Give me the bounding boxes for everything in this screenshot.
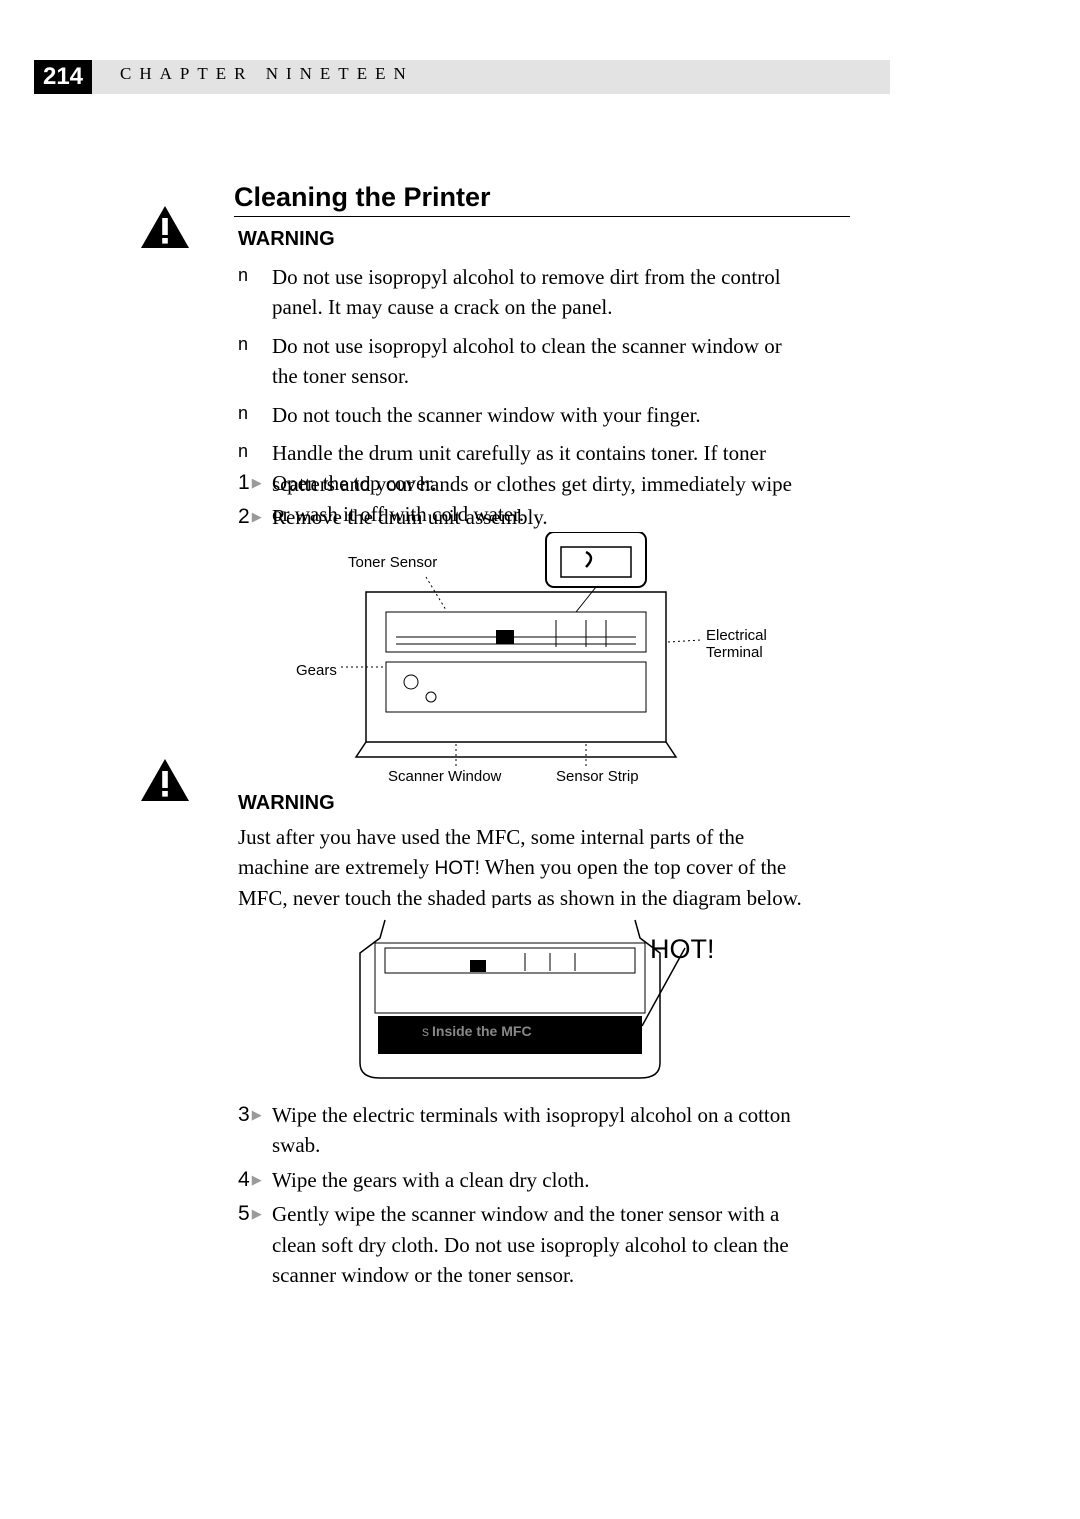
title-rule <box>234 216 850 217</box>
page-number-box: 214 <box>34 60 92 94</box>
step-arrow-icon: ▶ <box>252 1171 262 1190</box>
step-list-a: 1▶ Open the top cover. 2▶ Remove the dru… <box>238 468 806 537</box>
bullet-marker: n <box>238 262 272 323</box>
diagram-label-inside: Inside the MFC <box>432 1023 532 1039</box>
step-text: Wipe the electric terminals with isoprop… <box>272 1100 806 1161</box>
diagram-label-electrical-terminal: Electrical Terminal <box>706 627 786 662</box>
step-text: Remove the drum unit assembly. <box>272 502 806 532</box>
step-item: 3▶ Wipe the electric terminals with isop… <box>238 1100 806 1161</box>
step-arrow-icon: ▶ <box>252 508 262 527</box>
bullet-marker: n <box>238 331 272 392</box>
step-item: 5▶ Gently wipe the scanner window and th… <box>238 1199 806 1290</box>
diagram-label-scanner-window: Scanner Window <box>388 768 501 785</box>
hot-inline: HOT! <box>434 858 479 879</box>
diagram-label-sensor-strip: Sensor Strip <box>556 768 639 785</box>
warning-icon <box>140 758 190 802</box>
step-arrow-icon: ▶ <box>252 1205 262 1224</box>
diagram-label-gears: Gears <box>296 662 337 679</box>
step-number: 4▶ <box>238 1165 272 1195</box>
bullet-item: n Do not touch the scanner window with y… <box>238 400 806 430</box>
printer-diagram-2 <box>330 908 690 1088</box>
chapter-label: CHAPTER NINETEEN <box>120 64 414 84</box>
bullet-text: Do not use isopropyl alcohol to remove d… <box>272 262 806 323</box>
diagram-label-hot: HOT! <box>650 934 715 965</box>
bullet-text: Do not touch the scanner window with you… <box>272 400 806 430</box>
bullet-marker: n <box>238 400 272 430</box>
step-arrow-icon: ▶ <box>252 474 262 493</box>
step-number: 3▶ <box>238 1100 272 1130</box>
bullet-text: Do not use isopropyl alcohol to clean th… <box>272 331 806 392</box>
step-number: 1▶ <box>238 468 272 498</box>
warning-icon <box>140 205 190 249</box>
step-text: Gently wipe the scanner window and the t… <box>272 1199 806 1290</box>
warning-heading-1: WARNING <box>238 228 335 251</box>
diagram-label-toner-sensor: Toner Sensor <box>348 554 437 571</box>
page-number: 214 <box>43 63 83 91</box>
warning-heading-2: WARNING <box>238 792 335 815</box>
step-item: 1▶ Open the top cover. <box>238 468 806 498</box>
step-item: 4▶ Wipe the gears with a clean dry cloth… <box>238 1165 806 1195</box>
step-number: 2▶ <box>238 502 272 532</box>
step-text: Wipe the gears with a clean dry cloth. <box>272 1165 806 1195</box>
step-arrow-icon: ▶ <box>252 1106 262 1125</box>
step-list-b: 3▶ Wipe the electric terminals with isop… <box>238 1100 806 1295</box>
bullet-item: n Do not use isopropyl alcohol to remove… <box>238 262 806 323</box>
step-text: Open the top cover. <box>272 468 806 498</box>
inside-label-prefix: s <box>422 1023 429 1039</box>
bullet-item: n Do not use isopropyl alcohol to clean … <box>238 331 806 392</box>
section-title: Cleaning the Printer <box>234 182 491 213</box>
warning-paragraph: Just after you have used the MFC, some i… <box>238 822 806 913</box>
step-number: 5▶ <box>238 1199 272 1229</box>
step-item: 2▶ Remove the drum unit assembly. <box>238 502 806 532</box>
